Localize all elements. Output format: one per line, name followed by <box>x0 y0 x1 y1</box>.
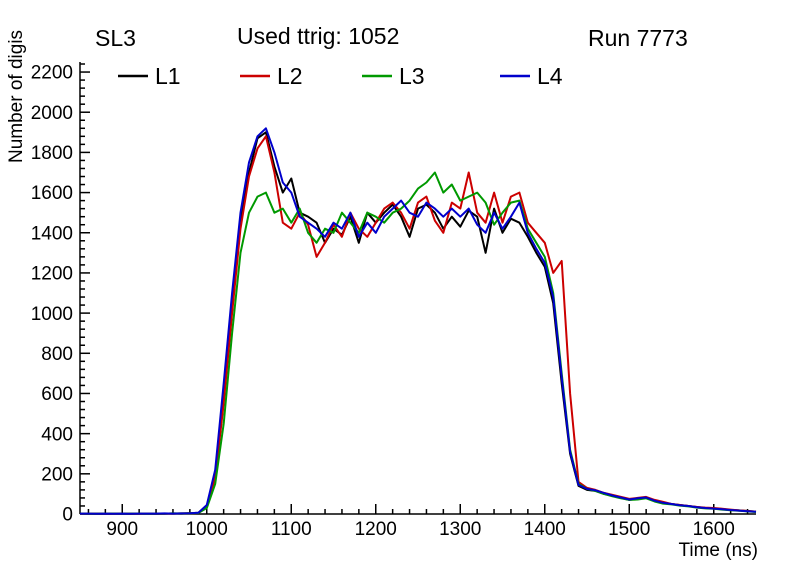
x-axis-title: Time (ns) <box>678 540 758 561</box>
x-tick-label: 1100 <box>271 519 312 540</box>
y-tick-label: 0 <box>62 505 73 526</box>
series-line-L4 <box>80 127 757 515</box>
legend-label-L1: L1 <box>155 63 181 89</box>
series-lines <box>79 127 757 515</box>
x-tick-label: 1000 <box>186 519 228 540</box>
legend-entry-L1: L1 <box>118 63 181 89</box>
x-tick-label: 1500 <box>608 519 650 540</box>
y-tick-label: 1400 <box>31 223 73 244</box>
legend-label-L2: L2 <box>277 63 303 89</box>
legend-entry-L2: L2 <box>240 63 303 89</box>
x-tick-label: 1400 <box>524 519 566 540</box>
series-line-L3 <box>79 171 757 515</box>
series-line-L2 <box>79 135 757 515</box>
legend-entry-L3: L3 <box>362 63 425 89</box>
x-tick-label: 1200 <box>355 519 397 540</box>
y-tick-label: 1000 <box>31 304 73 325</box>
y-tick-label: 800 <box>41 344 73 365</box>
plot-axes: 900 1000 1100 1200 1300 1400 1500 1600 0 200 400 60… <box>31 62 756 540</box>
header-left-label: SL3 <box>95 25 136 51</box>
y-tick-label: 200 <box>41 464 73 485</box>
y-tick-label: 1800 <box>31 143 73 164</box>
y-tick-label: 2200 <box>31 63 73 84</box>
x-tick-label: 1600 <box>693 519 735 540</box>
y-tick-label: 1200 <box>31 264 73 285</box>
y-tick-label: 400 <box>41 424 73 445</box>
legend-entry-L4: L4 <box>500 63 563 89</box>
y-tick-label: 600 <box>41 384 73 405</box>
x-tick-label: 1300 <box>439 519 481 540</box>
y-tick-label: 2000 <box>31 103 73 124</box>
y-tick-label: 1600 <box>31 183 73 204</box>
y-axis-title: Number of digis <box>6 30 27 163</box>
legend: L1 L2 L3 L4 <box>118 63 563 89</box>
legend-label-L3: L3 <box>399 63 425 89</box>
legend-label-L4: L4 <box>537 63 563 89</box>
x-tick-label: 900 <box>106 519 138 540</box>
header-right-label: Run 7773 <box>588 25 688 51</box>
chart-title: Used ttrig: 1052 <box>237 23 399 49</box>
